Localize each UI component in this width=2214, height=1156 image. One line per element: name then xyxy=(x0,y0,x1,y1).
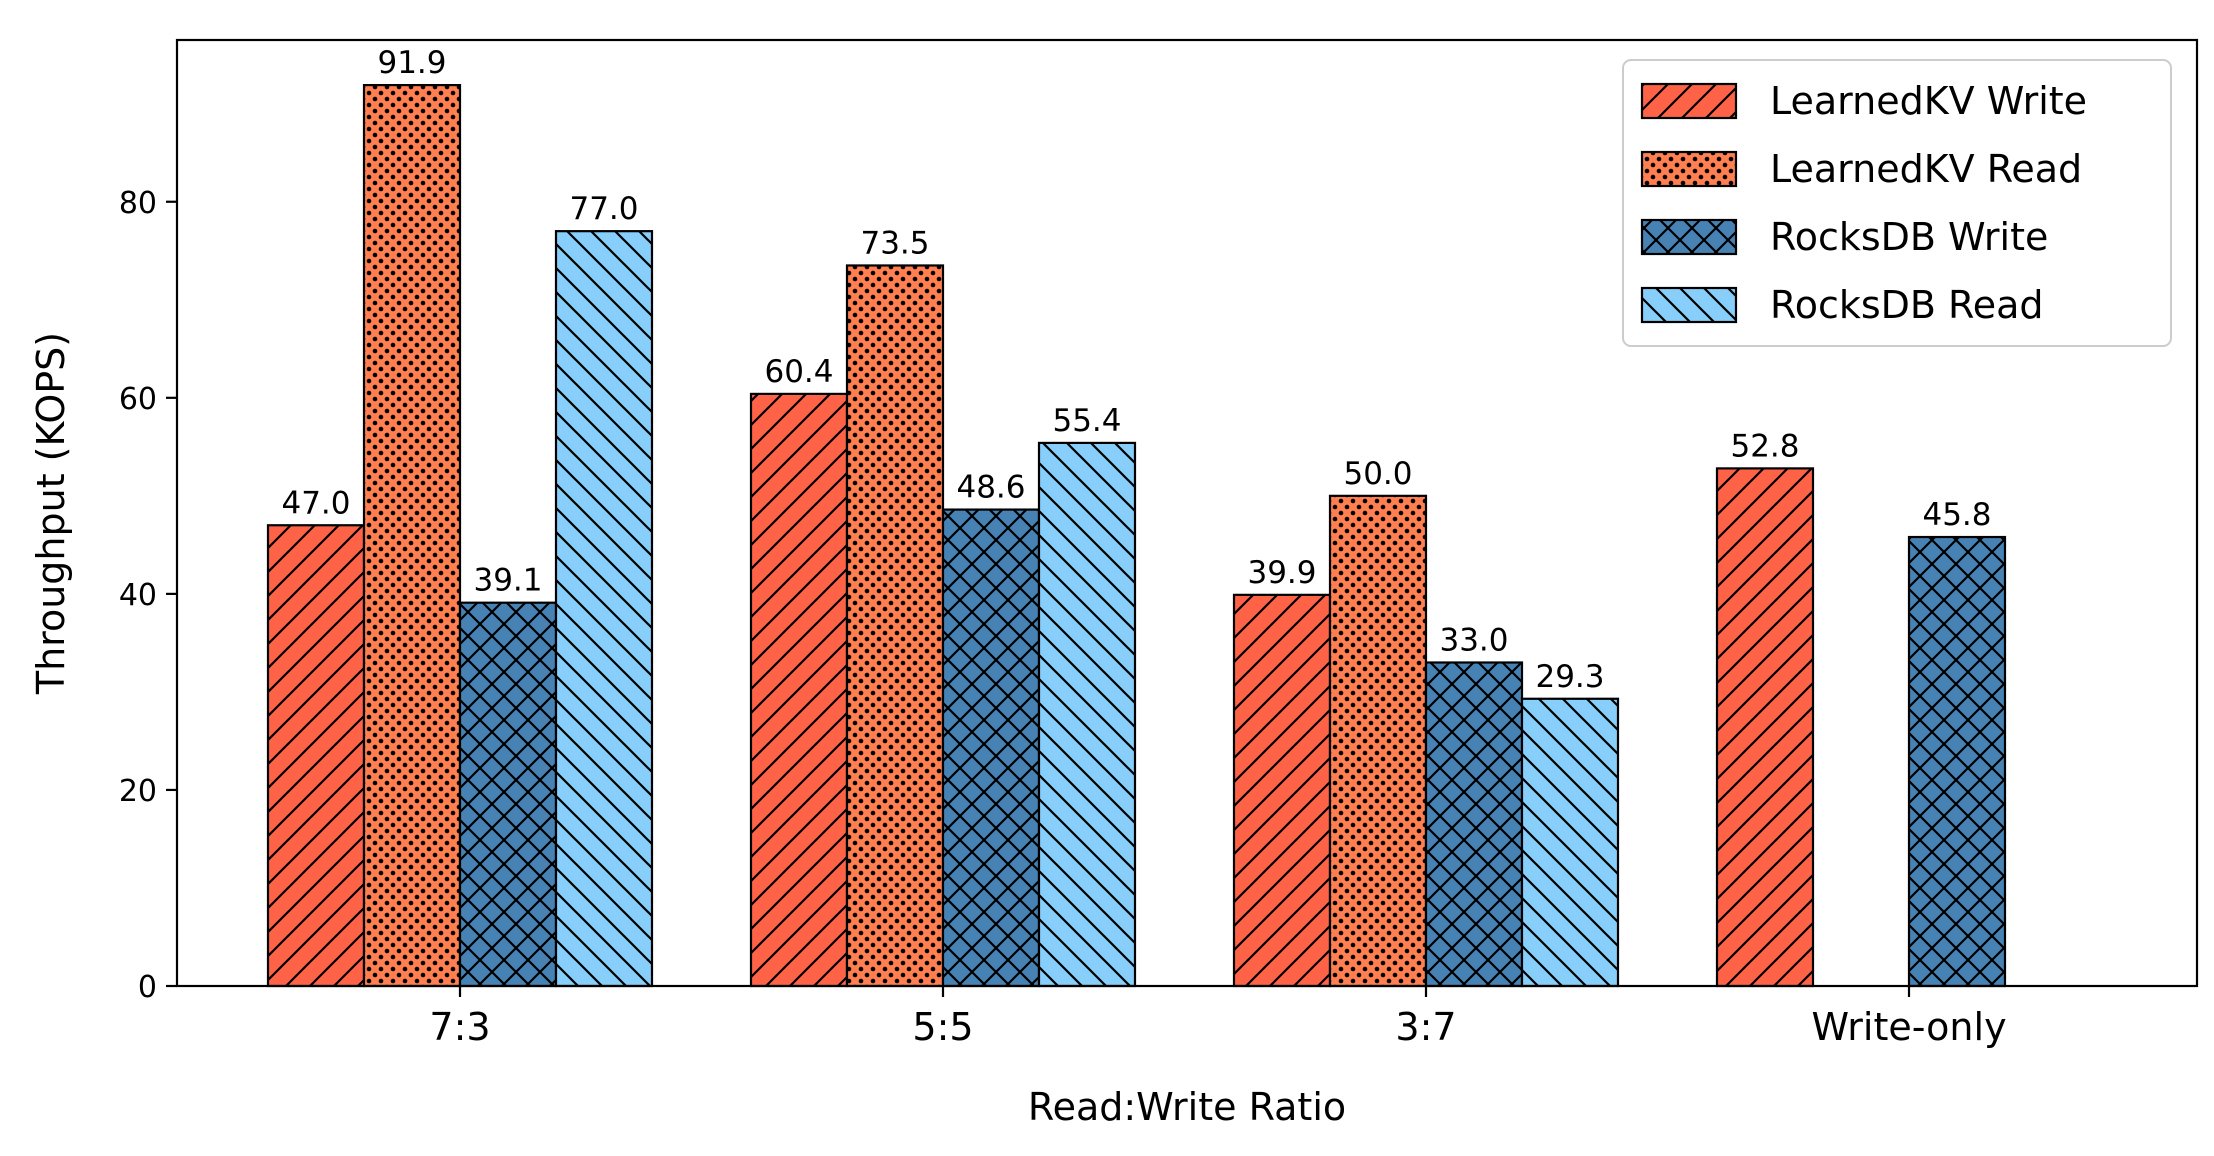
legend-swatch-rocksdb-write-hatch xyxy=(1642,220,1736,254)
legend-swatch-learnedkv-write-hatch xyxy=(1642,84,1736,118)
legend-label-rocksdb-read: RocksDB Read xyxy=(1770,283,2044,327)
y-tick-label: 20 xyxy=(119,774,157,809)
bar-label-learnedkv-write-3-7: 39.9 xyxy=(1247,555,1316,591)
bar-rocksdb-read-7-3-hatch xyxy=(556,231,652,986)
legend-label-learnedkv-write: LearnedKV Write xyxy=(1770,79,2087,123)
bar-rocksdb-read-3-7-hatch xyxy=(1522,698,1618,986)
bar-rocksdb-write-5-5-hatch xyxy=(943,509,1039,986)
bar-label-rocksdb-read-7-3: 77.0 xyxy=(569,191,638,227)
y-axis-label: Throughput (KOPS) xyxy=(29,332,73,695)
legend-label-rocksdb-write: RocksDB Write xyxy=(1770,215,2048,259)
bar-label-learnedkv-read-7-3: 91.9 xyxy=(377,45,446,81)
bar-learnedkv-write-write-only-hatch xyxy=(1717,468,1813,986)
legend-label-learnedkv-read: LearnedKV Read xyxy=(1770,147,2082,191)
bar-label-learnedkv-write-5-5: 60.4 xyxy=(764,354,833,390)
x-tick-label: Write-only xyxy=(1811,1005,2006,1049)
bar-label-rocksdb-write-7-3: 39.1 xyxy=(473,563,542,599)
bar-label-rocksdb-write-write-only: 45.8 xyxy=(1922,497,1991,533)
x-axis-label: Read:Write Ratio xyxy=(1028,1085,1346,1129)
bar-rocksdb-write-3-7-hatch xyxy=(1426,662,1522,986)
bar-label-learnedkv-read-3-7: 50.0 xyxy=(1343,456,1412,492)
x-tick-label: 5:5 xyxy=(912,1005,973,1049)
bar-learnedkv-read-5-5-hatch xyxy=(847,265,943,986)
plot-frame xyxy=(175,38,2199,988)
bar-label-learnedkv-write-write-only: 52.8 xyxy=(1730,428,1799,464)
bar-label-learnedkv-read-5-5: 73.5 xyxy=(860,225,929,261)
bar-learnedkv-write-7-3-hatch xyxy=(268,525,364,986)
bar-label-rocksdb-write-3-7: 33.0 xyxy=(1439,622,1508,658)
y-tick-label: 40 xyxy=(119,578,157,613)
legend: LearnedKV Write LearnedKV Read RocksDB Wri… xyxy=(1622,59,2172,347)
y-tick-label: 60 xyxy=(119,382,157,417)
bar-learnedkv-write-5-5-hatch xyxy=(751,393,847,987)
bar-label-rocksdb-read-3-7: 29.3 xyxy=(1535,659,1604,695)
legend-swatch-learnedkv-read-hatch xyxy=(1642,152,1736,186)
bar-learnedkv-read-3-7-hatch xyxy=(1330,495,1426,986)
x-tick-label: 3:7 xyxy=(1395,1005,1456,1049)
legend-frame xyxy=(1622,59,2172,347)
legend-swatch-rocksdb-read-hatch xyxy=(1642,288,1736,322)
bar-label-learnedkv-write-7-3: 47.0 xyxy=(281,485,350,521)
y-axis: 0 20 40 60 80 xyxy=(119,186,177,1005)
bar-rocksdb-read-5-5-hatch xyxy=(1039,442,1135,986)
x-tick-label: 7:3 xyxy=(429,1005,490,1049)
x-axis: 7:3 5:5 3:7 Write-only xyxy=(429,986,2007,1049)
bar-learnedkv-write-3-7-hatch xyxy=(1234,594,1330,986)
bar-learnedkv-read-7-3-hatch xyxy=(364,85,460,986)
bar-label-rocksdb-write-5-5: 48.6 xyxy=(956,470,1025,506)
bar-rocksdb-write-7-3-hatch xyxy=(460,602,556,986)
y-tick-label: 80 xyxy=(119,186,157,221)
bars-layer xyxy=(266,83,2007,988)
y-tick-label: 0 xyxy=(138,970,157,1005)
bar-labels-layer: 47.0 60.4 39.9 52.8 91.9 73.5 50.0 39.1 48.6 33.0… xyxy=(281,45,1991,695)
bar-rocksdb-write-write-only-hatch xyxy=(1909,537,2005,986)
bar-label-rocksdb-read-5-5: 55.4 xyxy=(1052,403,1121,439)
